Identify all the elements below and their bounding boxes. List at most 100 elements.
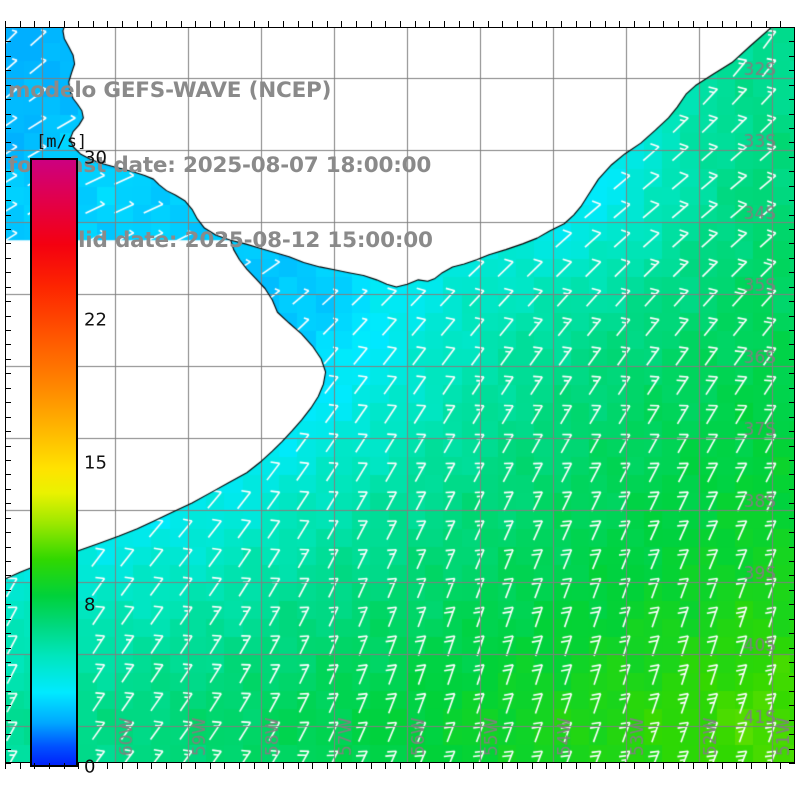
axis-tick-top <box>532 21 533 27</box>
axis-tick-top <box>590 21 591 27</box>
axis-tick-top <box>298 21 299 27</box>
axis-tick-top <box>341 21 342 27</box>
axis-tick-left <box>5 215 11 216</box>
axis-tick-right <box>789 547 795 548</box>
axis-tick-bottom <box>312 763 313 769</box>
axis-tick-bottom <box>576 763 577 769</box>
axis-tick-left <box>5 99 11 100</box>
axis-tick-left <box>5 547 11 548</box>
axis-tick-right <box>789 287 795 288</box>
axis-tick-left <box>5 446 11 447</box>
axis-tick-top <box>722 21 723 27</box>
axis-tick-left <box>5 633 11 634</box>
axis-tick-bottom <box>49 763 50 769</box>
axis-tick-bottom <box>5 763 6 769</box>
axis-tick-left <box>5 229 11 230</box>
axis-tick-top <box>385 21 386 27</box>
colorbar-tick-label: 15 <box>84 452 107 473</box>
axis-tick-top <box>780 21 781 27</box>
colorbar-unit-label: [m/s] <box>36 132 88 152</box>
axis-tick-top <box>93 21 94 27</box>
axis-tick-bottom <box>195 763 196 769</box>
axis-tick-top <box>415 21 416 27</box>
axis-tick-right <box>789 373 795 374</box>
axis-tick-right <box>789 734 795 735</box>
axis-tick-right <box>789 561 795 562</box>
axis-tick-top <box>181 21 182 27</box>
axis-tick-left <box>5 575 11 576</box>
axis-tick-right <box>789 171 795 172</box>
axis-tick-bottom <box>210 763 211 769</box>
axis-tick-bottom <box>224 763 225 769</box>
axis-tick-right <box>789 272 795 273</box>
axis-tick-left <box>5 460 11 461</box>
axis-tick-bottom <box>239 763 240 769</box>
axis-tick-bottom <box>20 763 21 769</box>
axis-tick-right <box>789 85 795 86</box>
axis-tick-right <box>789 258 795 259</box>
axis-tick-right <box>789 330 795 331</box>
axis-tick-top <box>429 21 430 27</box>
axis-tick-bottom <box>751 763 752 769</box>
axis-tick-right <box>789 662 795 663</box>
axis-tick-left <box>5 85 11 86</box>
axis-tick-right <box>789 417 795 418</box>
axis-tick-top <box>766 21 767 27</box>
axis-tick-left <box>5 662 11 663</box>
axis-tick-right <box>789 446 795 447</box>
axis-tick-left <box>5 272 11 273</box>
axis-tick-top <box>5 21 6 27</box>
axis-tick-top <box>371 21 372 27</box>
axis-tick-left <box>5 142 11 143</box>
axis-tick-right <box>789 229 795 230</box>
axis-tick-left <box>5 532 11 533</box>
axis-tick-top <box>210 21 211 27</box>
axis-tick-top <box>312 21 313 27</box>
axis-tick-left <box>5 749 11 750</box>
axis-tick-bottom <box>766 763 767 769</box>
axis-tick-left <box>5 200 11 201</box>
axis-tick-right <box>789 648 795 649</box>
axis-tick-right <box>789 344 795 345</box>
axis-tick-bottom <box>517 763 518 769</box>
axis-tick-bottom <box>649 763 650 769</box>
axis-tick-right <box>789 575 795 576</box>
axis-tick-bottom <box>693 763 694 769</box>
axis-tick-top <box>254 21 255 27</box>
axis-tick-right <box>789 691 795 692</box>
axis-tick-top <box>34 21 35 27</box>
axis-tick-top <box>605 21 606 27</box>
axis-tick-left <box>5 373 11 374</box>
axis-tick-bottom <box>64 763 65 769</box>
axis-tick-left <box>5 344 11 345</box>
axis-tick-top <box>400 21 401 27</box>
axis-tick-left <box>5 287 11 288</box>
axis-tick-left <box>5 388 11 389</box>
axis-tick-bottom <box>678 763 679 769</box>
axis-tick-left <box>5 734 11 735</box>
axis-tick-bottom <box>151 763 152 769</box>
axis-tick-bottom <box>107 763 108 769</box>
axis-tick-top <box>619 21 620 27</box>
axis-tick-left <box>5 128 11 129</box>
colorbar-tick-label: 8 <box>84 594 96 616</box>
axis-tick-top <box>195 21 196 27</box>
axis-tick-left <box>5 431 11 432</box>
axis-tick-top <box>693 21 694 27</box>
axis-tick-right <box>789 705 795 706</box>
axis-tick-left <box>5 561 11 562</box>
axis-tick-bottom <box>561 763 562 769</box>
axis-tick-bottom <box>268 763 269 769</box>
axis-tick-left <box>5 243 11 244</box>
axis-tick-right <box>789 720 795 721</box>
axis-tick-bottom <box>137 763 138 769</box>
axis-tick-top <box>649 21 650 27</box>
axis-tick-bottom <box>663 763 664 769</box>
axis-tick-bottom <box>327 763 328 769</box>
axis-tick-top <box>473 21 474 27</box>
axis-tick-left <box>5 705 11 706</box>
axis-tick-bottom <box>181 763 182 769</box>
axis-tick-right <box>789 200 795 201</box>
axis-tick-bottom <box>590 763 591 769</box>
axis-tick-left <box>5 590 11 591</box>
